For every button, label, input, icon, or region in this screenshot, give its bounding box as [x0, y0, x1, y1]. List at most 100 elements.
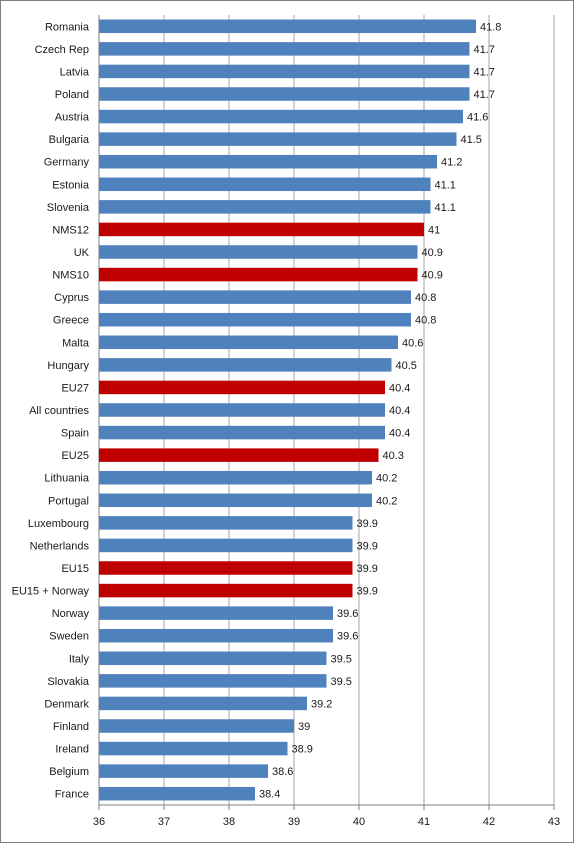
category-label: EU27 — [61, 382, 89, 394]
bar — [99, 425, 385, 440]
category-label: NMS12 — [52, 224, 89, 236]
category-label: Norway — [52, 608, 90, 620]
data-label: 39.9 — [357, 540, 378, 552]
data-label: 41.1 — [435, 179, 456, 191]
category-label: Austria — [55, 112, 90, 124]
data-label: 41.2 — [441, 157, 462, 169]
data-label: 40.8 — [415, 315, 436, 327]
x-tick-label: 42 — [483, 816, 495, 828]
category-label: France — [55, 789, 89, 801]
x-tick-label: 43 — [548, 816, 560, 828]
data-label: 41.5 — [461, 134, 482, 146]
bar — [99, 267, 418, 282]
data-label: 41.7 — [474, 66, 495, 78]
category-label: Cyprus — [54, 292, 89, 304]
data-label: 40.4 — [389, 382, 410, 394]
x-tick-label: 37 — [158, 816, 170, 828]
data-label: 38.9 — [292, 744, 313, 756]
data-label: 40.9 — [422, 247, 443, 259]
category-label: UK — [74, 247, 90, 259]
category-label: Estonia — [52, 179, 90, 191]
bar — [99, 312, 411, 327]
category-label: Luxembourg — [28, 518, 89, 530]
data-label: 39.9 — [357, 586, 378, 598]
x-tick-label: 36 — [93, 816, 105, 828]
data-label: 40.5 — [396, 360, 417, 372]
bar — [99, 403, 385, 417]
category-label: EU25 — [61, 450, 89, 462]
bar — [99, 335, 398, 350]
data-label: 39.6 — [337, 631, 358, 643]
category-label: Spain — [61, 428, 89, 440]
data-label: 40.4 — [389, 428, 410, 440]
bar — [99, 380, 385, 395]
data-label: 40.2 — [376, 495, 397, 507]
category-label: Lithuania — [44, 473, 90, 485]
data-label: 38.6 — [272, 766, 293, 778]
bar — [99, 741, 288, 756]
data-label: 41.8 — [480, 21, 501, 33]
bar — [99, 583, 353, 598]
bar — [99, 109, 463, 124]
data-label: 38.4 — [259, 789, 280, 801]
data-label: 40.9 — [422, 270, 443, 282]
category-label: EU15 + Norway — [12, 586, 90, 598]
data-label: 39 — [298, 721, 310, 733]
bar — [99, 696, 307, 711]
bar — [99, 561, 353, 575]
data-label: 39.5 — [331, 676, 352, 688]
bar — [99, 786, 255, 801]
category-label: All countries — [29, 405, 89, 417]
bar — [99, 470, 372, 485]
data-label: 40.3 — [383, 450, 404, 462]
bar — [99, 177, 431, 192]
data-label: 41 — [428, 224, 440, 236]
data-label: 41.7 — [474, 89, 495, 101]
data-label: 39.9 — [357, 563, 378, 575]
bar — [99, 290, 411, 304]
bar — [99, 358, 392, 372]
category-label: Romania — [45, 21, 90, 33]
category-label: Latvia — [60, 66, 90, 78]
data-label: 40.2 — [376, 473, 397, 485]
data-label: 40.6 — [402, 337, 423, 349]
bar — [99, 493, 372, 508]
bar — [99, 538, 353, 553]
data-label: 41.6 — [467, 112, 488, 124]
x-tick-label: 39 — [288, 816, 300, 828]
bar — [99, 719, 294, 733]
data-label: 40.8 — [415, 292, 436, 304]
category-label: NMS10 — [52, 270, 89, 282]
bar — [99, 154, 437, 169]
category-label: Germany — [44, 157, 90, 169]
bar — [99, 64, 470, 79]
category-label: Malta — [62, 337, 90, 349]
bar — [99, 132, 457, 146]
data-label: 39.6 — [337, 608, 358, 620]
data-label: 40.4 — [389, 405, 410, 417]
bar — [99, 448, 379, 462]
x-tick-label: 38 — [223, 816, 235, 828]
bar — [99, 516, 353, 530]
x-tick-label: 40 — [353, 816, 365, 828]
data-label: 39.2 — [311, 698, 332, 710]
x-tick-label: 41 — [418, 816, 430, 828]
category-label: Italy — [69, 653, 90, 665]
category-label: Czech Rep — [35, 44, 89, 56]
bar — [99, 628, 333, 643]
bar — [99, 19, 476, 34]
data-label: 39.5 — [331, 653, 352, 665]
data-label: 41.1 — [435, 202, 456, 214]
category-label: Slovakia — [47, 676, 89, 688]
category-label: Belgium — [49, 766, 89, 778]
category-label: Greece — [53, 315, 89, 327]
category-label: Hungary — [47, 360, 89, 372]
category-label: Slovenia — [47, 202, 90, 214]
bar — [99, 606, 333, 620]
category-label: Poland — [55, 89, 89, 101]
bar — [99, 764, 268, 778]
data-label: 41.7 — [474, 44, 495, 56]
category-label: Sweden — [49, 631, 89, 643]
